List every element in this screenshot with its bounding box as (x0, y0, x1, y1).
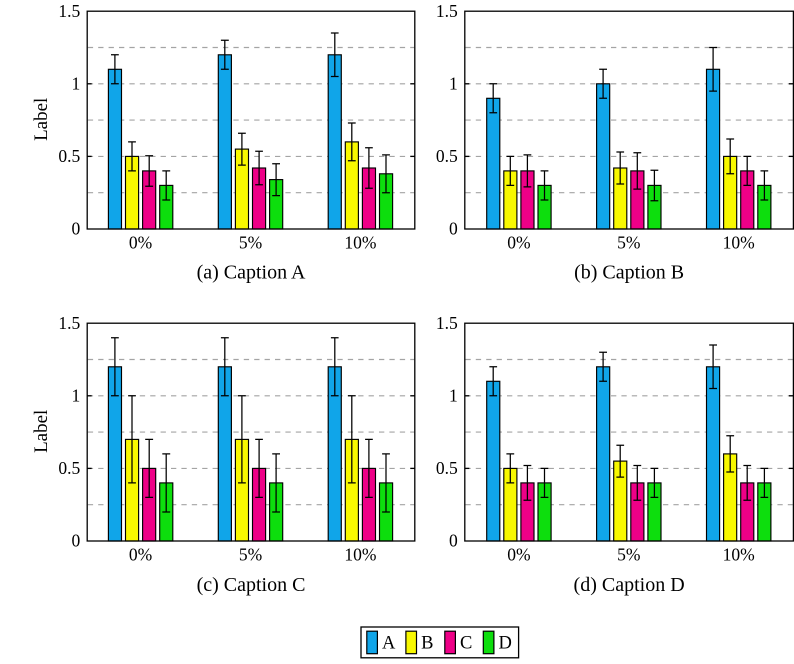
svg-text:Label: Label (31, 98, 52, 141)
svg-text:0.5: 0.5 (436, 146, 458, 166)
svg-text:10%: 10% (344, 545, 376, 565)
svg-text:5%: 5% (617, 233, 640, 253)
svg-text:1.5: 1.5 (436, 313, 458, 333)
svg-text:5%: 5% (239, 233, 262, 253)
svg-text:0%: 0% (129, 233, 152, 253)
svg-text:(c) Caption C: (c) Caption C (197, 574, 306, 596)
svg-text:0: 0 (71, 219, 80, 239)
svg-text:0.5: 0.5 (58, 458, 80, 478)
svg-text:0: 0 (449, 219, 458, 239)
svg-text:5%: 5% (617, 545, 640, 565)
svg-text:1: 1 (71, 73, 80, 93)
svg-text:1.5: 1.5 (58, 1, 80, 21)
svg-text:D: D (499, 633, 512, 653)
svg-text:(d) Caption D: (d) Caption D (574, 574, 685, 596)
svg-text:0%: 0% (507, 545, 530, 565)
svg-text:0.5: 0.5 (58, 146, 80, 166)
svg-text:(b) Caption B: (b) Caption B (574, 262, 684, 284)
svg-text:10%: 10% (723, 545, 755, 565)
svg-text:0%: 0% (129, 545, 152, 565)
svg-text:5%: 5% (239, 545, 262, 565)
svg-text:A: A (382, 633, 396, 653)
svg-text:Label: Label (31, 410, 52, 453)
svg-text:0: 0 (71, 531, 80, 551)
svg-text:1: 1 (449, 73, 458, 93)
svg-text:(a) Caption A: (a) Caption A (197, 262, 306, 284)
svg-text:1: 1 (71, 385, 80, 405)
svg-text:1.5: 1.5 (58, 313, 80, 333)
svg-text:10%: 10% (344, 233, 376, 253)
svg-text:1: 1 (449, 385, 458, 405)
svg-text:10%: 10% (723, 233, 755, 253)
svg-text:1.5: 1.5 (436, 1, 458, 21)
svg-text:0: 0 (449, 531, 458, 551)
svg-text:C: C (460, 633, 472, 653)
svg-text:0%: 0% (507, 233, 530, 253)
svg-text:0.5: 0.5 (436, 458, 458, 478)
svg-text:B: B (421, 633, 433, 653)
